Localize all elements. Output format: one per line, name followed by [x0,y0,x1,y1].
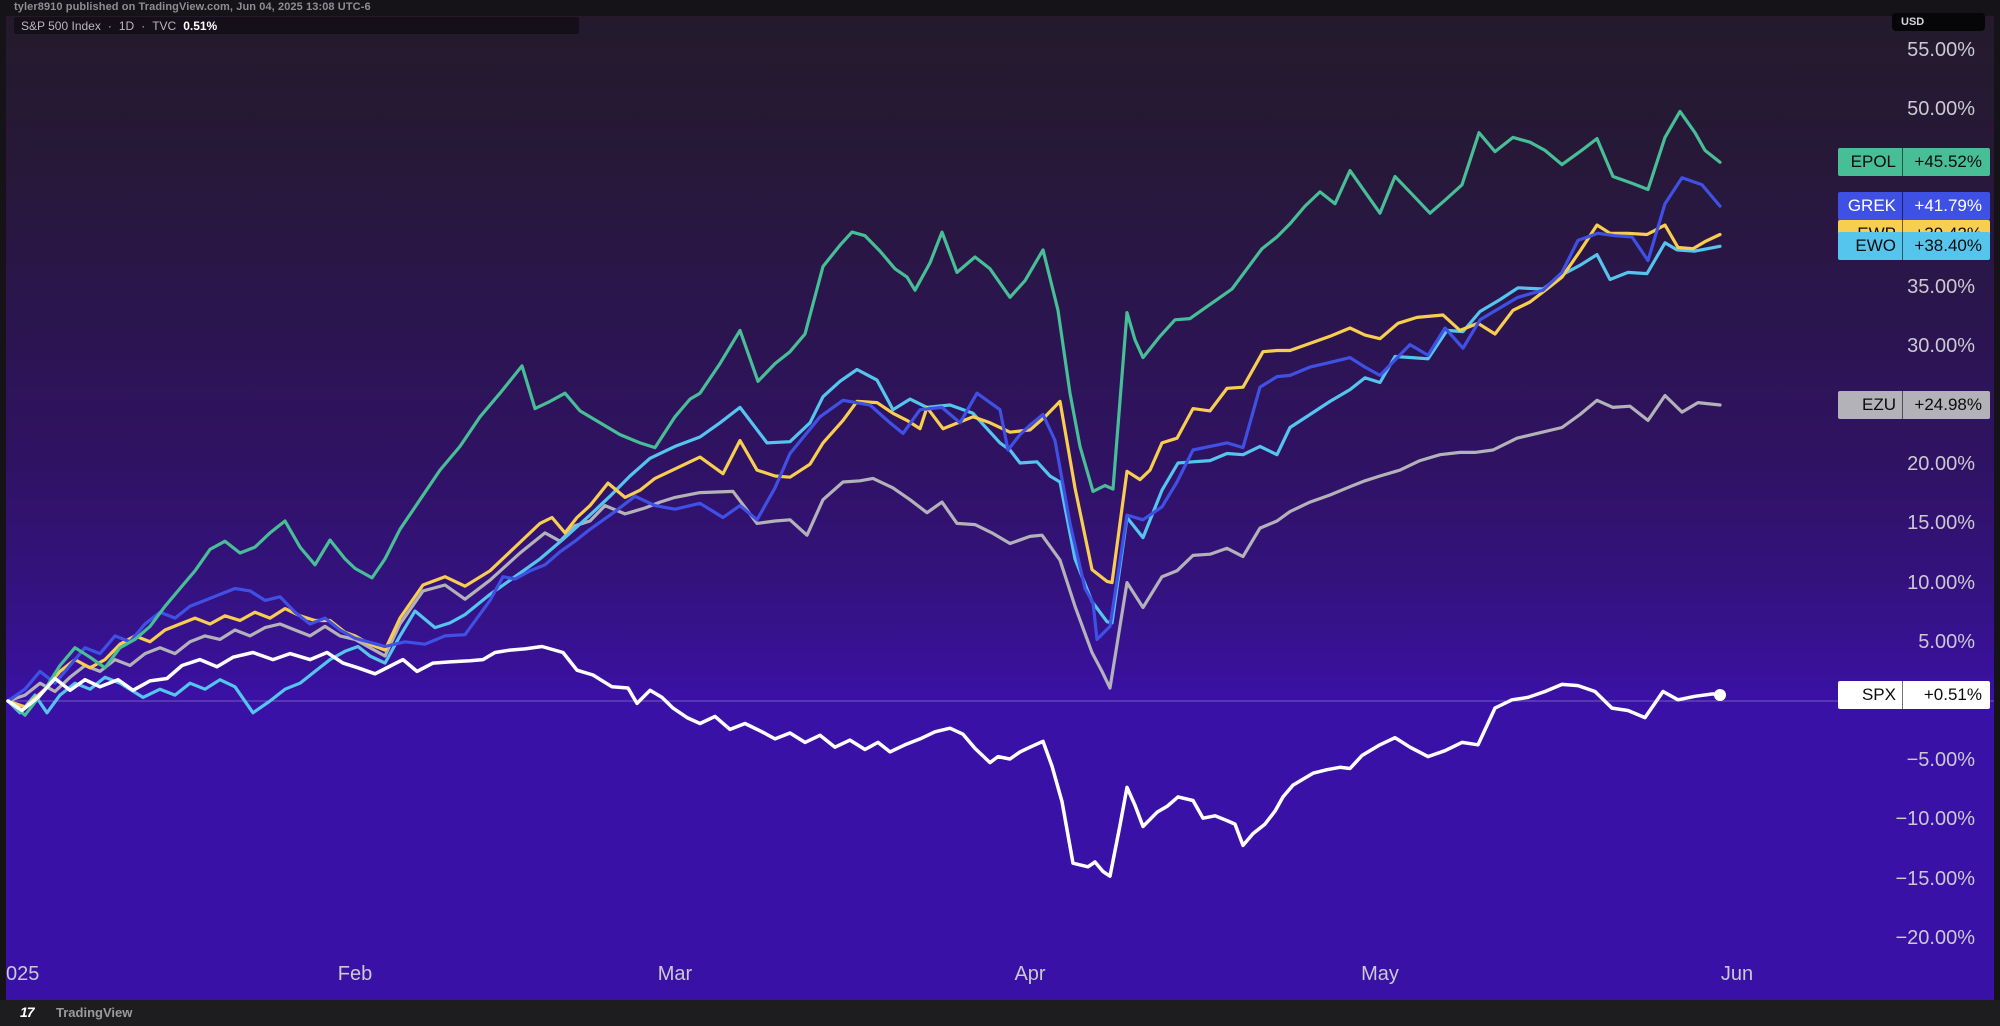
series-line-epol[interactable] [6,109,1722,717]
price-tick-label: 55.00% [1907,38,1975,61]
flag-value: +41.79% [1914,196,1982,216]
series-line-ewo[interactable] [6,241,1722,715]
time-tick-label-apr: Apr [1014,963,1046,985]
flag-value: +0.51% [1923,684,1982,704]
time-tick-label-may: May [1361,963,1399,985]
price-flag-grek: GREK +41.79% [1838,192,1990,221]
time-tick-label-mar: Mar [657,963,693,985]
price-flag-spx: SPX +0.51% [1838,680,1990,709]
symbol-exchange: TVC [152,18,177,33]
publish-note: tyler8910 published on TradingView.com, … [14,1,371,13]
price-flag-ewo: EWO +38.40% [1838,232,1990,261]
flag-ticker: EWO [1838,232,1903,261]
series-line-grek[interactable] [6,176,1722,703]
price-tick-label: 35.00% [1907,275,1975,298]
flag-value: +45.52% [1914,152,1982,172]
price-flag-epol: EPOL +45.52% [1838,148,1990,177]
flag-ticker: SPX [1838,680,1903,709]
symbol-interval: 1D [118,18,135,33]
price-tick-label: −20.00% [1895,926,1975,949]
last-price-dot [1714,688,1726,701]
price-flag-ezu: EZU +24.98% [1838,391,1990,420]
legend-separator: · [107,18,112,33]
series-line-ewp[interactable] [6,223,1722,709]
publish-bar: tyler8910 published on TradingView.com, … [0,0,2000,16]
tradingview-brand[interactable]: TradingView [56,1005,133,1020]
price-tick-label: 10.00% [1907,571,1975,594]
symbol-change: 0.51% [183,18,218,33]
chart-pane[interactable] [6,16,1994,1000]
flag-ticker: EPOL [1838,148,1903,177]
flag-ticker: GREK [1838,192,1903,221]
symbol-title: S&P 500 Index [21,18,101,33]
time-tick-label-jun: Jun [1720,963,1754,985]
series-line-ezu[interactable] [6,393,1722,703]
price-tick-label: 20.00% [1907,453,1975,476]
price-tick-label: −10.00% [1895,808,1975,831]
price-tick-label: −15.00% [1895,867,1975,890]
price-tick-label: 5.00% [1918,630,1975,653]
symbol-legend[interactable]: S&P 500 Index · 1D · TVC 0.51% [14,17,579,34]
flag-ticker: EZU [1838,391,1903,420]
time-tick-label-feb: Feb [337,963,373,985]
legend-separator: · [141,18,146,33]
flag-value: +24.98% [1914,395,1982,415]
price-tick-label: 50.00% [1907,98,1975,120]
price-tick-label: 15.00% [1907,512,1975,535]
flag-value: +38.40% [1914,236,1982,256]
time-tick-label-025: 025 [6,963,40,985]
series-line-spx[interactable] [6,644,1722,878]
price-tick-label: 30.00% [1907,334,1975,357]
tradingview-logo-icon[interactable]: 17 [20,1004,35,1020]
price-tick-label: −5.00% [1906,749,1975,772]
currency-usd-button[interactable]: USD [1892,13,1985,31]
footer-bar: 17 TradingView [0,1000,2000,1026]
